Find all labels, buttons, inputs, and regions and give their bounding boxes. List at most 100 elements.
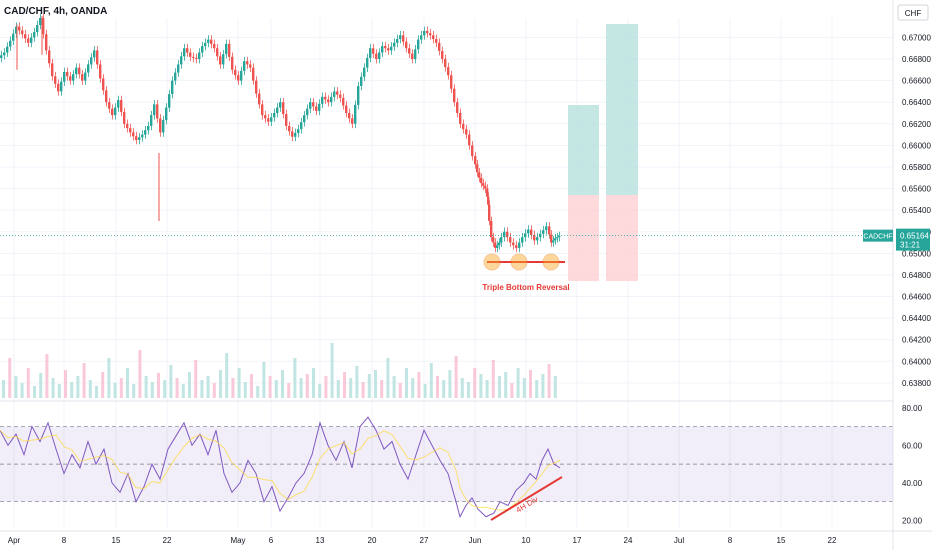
- candle-body: [234, 69, 237, 76]
- candle-body: [135, 136, 138, 140]
- candle-body: [369, 48, 372, 58]
- candle-body: [201, 46, 204, 53]
- volume-bar: [281, 370, 284, 398]
- candle-body: [282, 102, 285, 115]
- volume-bar: [516, 368, 520, 398]
- rsi-tick-label: 20.00: [902, 516, 923, 525]
- volume-bar: [188, 372, 191, 398]
- candle-body: [321, 96, 324, 104]
- candle-body: [114, 107, 117, 116]
- price-tick-label: 0.66000: [902, 141, 931, 150]
- candle-body: [327, 99, 330, 103]
- candle-body: [51, 63, 54, 77]
- candle-body: [174, 72, 177, 81]
- candle-body: [198, 52, 201, 60]
- volume-bar: [491, 360, 495, 398]
- time-tick-label: Jul: [674, 536, 684, 545]
- symbol-tag-label: CADCHF: [863, 234, 892, 241]
- candle-body: [548, 226, 551, 235]
- volume-bar: [429, 363, 433, 398]
- candle-body: [57, 83, 60, 92]
- symbol-title: CAD/CHF, 4h, OANDA: [4, 6, 107, 17]
- candle-body: [255, 80, 258, 94]
- candle-body: [189, 52, 192, 57]
- volume-bar: [20, 383, 24, 398]
- volume-bar: [200, 380, 204, 398]
- volume-bar: [45, 354, 49, 398]
- volume-bar: [361, 382, 365, 398]
- symbol-tag: [863, 229, 893, 242]
- candle-body: [42, 18, 45, 35]
- price-tick-label: 0.66200: [902, 120, 931, 129]
- candle-body: [429, 33, 432, 36]
- candle-body: [168, 94, 171, 108]
- candle-body: [204, 42, 207, 47]
- volume-bar: [181, 384, 185, 398]
- candle-body: [500, 237, 503, 243]
- candle-body: [417, 39, 420, 50]
- volume-bar: [57, 384, 61, 398]
- rsi-ma-line: [0, 429, 561, 511]
- volume-bar: [231, 378, 235, 398]
- candle-body: [496, 245, 499, 248]
- volume-bar: [547, 364, 551, 398]
- candle-body: [399, 35, 402, 40]
- candle-body: [484, 185, 487, 189]
- candle-body: [456, 102, 459, 113]
- candle-body: [273, 113, 276, 118]
- volume-bar: [14, 376, 18, 398]
- volume-bar: [82, 363, 86, 398]
- candle-body: [165, 107, 168, 121]
- last-price-value: 0.65164: [900, 232, 929, 241]
- volume-bar: [541, 374, 545, 398]
- candle-body: [249, 64, 252, 68]
- candle-body: [207, 39, 210, 43]
- candle-body: [66, 71, 69, 77]
- candle-body: [372, 48, 375, 54]
- candle-body: [180, 56, 183, 65]
- rsi-tick-label: 40.00: [902, 479, 923, 488]
- time-tick-label: May: [230, 536, 245, 545]
- candle-body: [159, 118, 162, 133]
- rsi-tick-label: 80.00: [902, 404, 923, 413]
- candle-body: [213, 43, 216, 49]
- candle-body: [426, 30, 429, 34]
- candle-body: [336, 91, 339, 95]
- price-tick-label: 0.64600: [902, 293, 931, 302]
- candle-body: [210, 39, 213, 44]
- candle-body: [132, 132, 135, 137]
- volume-bar: [169, 365, 173, 398]
- candle-body: [27, 38, 30, 43]
- time-tick-label: 15: [112, 536, 121, 545]
- candle-body: [402, 35, 405, 42]
- candle-body: [453, 88, 456, 103]
- candle-body: [129, 128, 132, 133]
- volume-bar: [336, 380, 340, 398]
- volume-bar: [392, 376, 396, 398]
- candle-body: [69, 76, 72, 81]
- candle-body: [390, 46, 393, 51]
- candle-body: [270, 117, 273, 122]
- candle-body: [36, 25, 39, 33]
- volume-bar: [473, 368, 477, 398]
- candle-body: [192, 56, 195, 58]
- volume-bar: [262, 362, 266, 398]
- volume-bar: [522, 378, 526, 398]
- volume-bar: [442, 380, 446, 398]
- rsi-tick-label: 60.00: [902, 441, 923, 450]
- volume-bar: [553, 376, 557, 398]
- candle-body: [30, 37, 33, 43]
- volume-bar: [479, 374, 483, 398]
- price-tick-label: 0.64200: [902, 336, 931, 345]
- candle-body: [138, 137, 141, 140]
- candle-body: [465, 129, 468, 135]
- volume-bar: [212, 383, 216, 398]
- candle-body: [183, 48, 186, 57]
- candle-body: [360, 76, 363, 87]
- candle-body: [315, 106, 318, 111]
- candle-body: [72, 74, 75, 81]
- candle-body: [530, 229, 533, 235]
- volume-bar: [380, 380, 384, 398]
- candle-body: [228, 43, 231, 57]
